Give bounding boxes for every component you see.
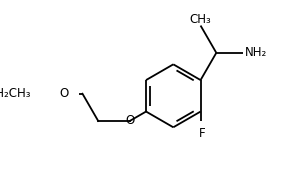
Text: F: F <box>199 127 206 140</box>
Text: NH₂: NH₂ <box>245 46 267 59</box>
Text: O: O <box>59 87 68 100</box>
Text: CH₂CH₃: CH₂CH₃ <box>0 87 31 100</box>
Text: CH₃: CH₃ <box>190 13 211 26</box>
Text: O: O <box>125 115 134 127</box>
